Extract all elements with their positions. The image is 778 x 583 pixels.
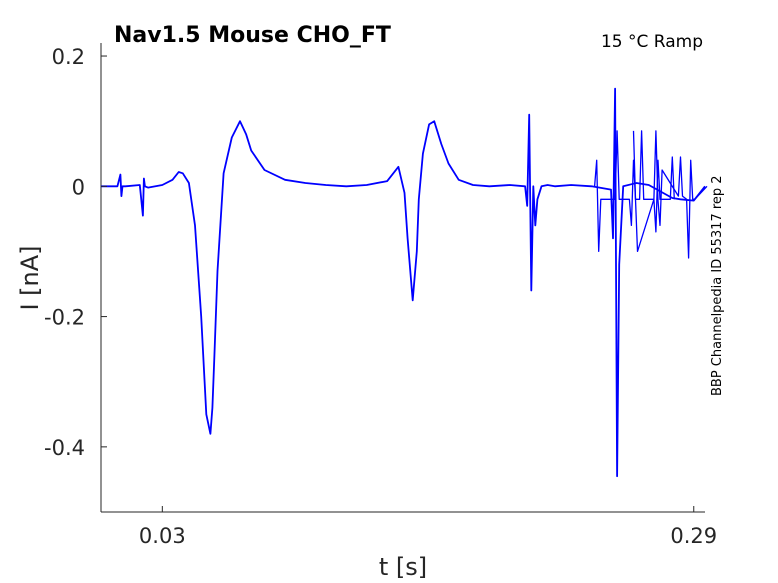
series-line-1: [101, 87, 706, 478]
x-ticks: 0.03 0.29: [139, 506, 717, 548]
chart-subtitle: 15 °C Ramp: [601, 32, 703, 52]
series-line-3: [593, 130, 675, 253]
x-tick-label: 0.03: [139, 524, 186, 548]
y-tick-label: -0.2: [44, 306, 85, 330]
y-tick-label: 0: [72, 175, 85, 199]
series-line-2: [632, 130, 708, 259]
y-axis-label: I [nA]: [16, 245, 44, 310]
x-axis-label: t [s]: [379, 553, 427, 581]
chart-title: Nav1.5 Mouse CHO_FT: [114, 23, 391, 48]
side-label: BBP Channelpedia ID 55317 rep 2: [710, 175, 725, 396]
y-tick-label: 0.2: [52, 45, 85, 69]
y-tick-label: -0.4: [44, 436, 85, 460]
x-tick-label: 0.29: [670, 524, 717, 548]
y-ticks: 0.2 0 -0.2 -0.4: [44, 45, 107, 460]
plot-lines: [101, 87, 708, 478]
